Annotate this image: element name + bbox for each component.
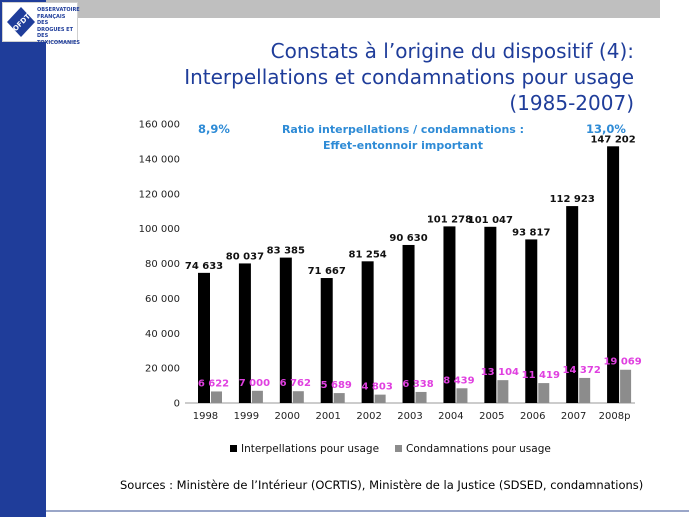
- x-tick-label: 2005: [479, 411, 504, 422]
- bottom-divider: [46, 510, 689, 512]
- y-tick-label: 160 000: [139, 120, 180, 131]
- left-accent-bar: [0, 0, 46, 517]
- x-tick-label: 2006: [520, 411, 545, 422]
- data-label-condamnations: 4 803: [361, 382, 392, 393]
- data-label-condamnations: 6 622: [198, 378, 229, 389]
- x-tick-label: 2008p: [599, 411, 631, 422]
- data-label-interpellations: 90 630: [389, 233, 427, 244]
- data-label-interpellations: 71 667: [308, 266, 346, 277]
- legend-label-interpellations: Interpellations pour usage: [241, 443, 379, 455]
- x-tick-label: 2002: [356, 411, 381, 422]
- title-line-3: (1985-2007): [509, 91, 634, 115]
- bar-interpellations: [484, 226, 497, 403]
- ofdt-logo: OFDT OBSERVATOIRE FRANÇAIS DES DROGUES E…: [2, 2, 80, 46]
- x-tick-label: 1999: [234, 411, 259, 422]
- y-tick-label: 0: [174, 399, 180, 410]
- bar-interpellations: [402, 244, 415, 403]
- bar-interpellations: [238, 263, 251, 403]
- bar-interpellations: [279, 257, 292, 403]
- x-tick-label: 1998: [193, 411, 218, 422]
- data-label-condamnations: 13 104: [481, 367, 519, 378]
- y-tick-label: 100 000: [139, 224, 180, 235]
- y-tick-label: 40 000: [145, 329, 180, 340]
- data-label-interpellations: 81 254: [348, 249, 386, 260]
- sources-note: Sources : Ministère de l’Intérieur (OCRT…: [120, 478, 644, 492]
- y-tick-label: 60 000: [145, 294, 180, 305]
- bar-condamnations: [333, 393, 345, 403]
- data-label-interpellations: 101 278: [427, 214, 472, 225]
- top-accent-bar: [46, 0, 660, 18]
- ofdt-logo-icon: OFDT: [7, 7, 35, 37]
- data-label-condamnations: 8 439: [443, 375, 474, 386]
- data-label-interpellations: 112 923: [550, 194, 595, 205]
- x-tick-label: 2007: [561, 411, 586, 422]
- x-tick-label: 2003: [397, 411, 422, 422]
- bar-condamnations: [579, 377, 591, 403]
- data-label-condamnations: 7 000: [239, 378, 270, 389]
- legend-swatch-condamnations: [395, 445, 402, 452]
- data-label-interpellations: 147 202: [590, 134, 635, 145]
- data-label-condamnations: 19 069: [603, 357, 641, 368]
- bar-interpellations: [443, 226, 456, 403]
- ratio-annotation-line2: Effet-entonnoir important: [323, 139, 483, 152]
- data-label-condamnations: 11 419: [522, 370, 560, 381]
- x-tick-label: 2004: [438, 411, 463, 422]
- page-title: Constats à l’origine du dispositif (4): …: [184, 38, 634, 116]
- data-label-condamnations: 6 762: [280, 378, 311, 389]
- bar-condamnations: [292, 391, 304, 403]
- bar-condamnations: [620, 369, 632, 403]
- bar-condamnations: [456, 388, 468, 403]
- bar-condamnations: [497, 380, 509, 403]
- bar-condamnations: [374, 394, 386, 403]
- ratio-annotation-line1: Ratio interpellations / condamnations :: [282, 123, 524, 136]
- bar-condamnations: [251, 390, 263, 403]
- y-tick-label: 80 000: [145, 259, 180, 270]
- data-label-condamnations: 6 338: [402, 379, 433, 390]
- data-label-interpellations: 101 047: [468, 215, 513, 226]
- ratio-left-annotation: 8,9%: [198, 122, 230, 136]
- bar-interpellations: [361, 261, 374, 403]
- data-label-interpellations: 74 633: [185, 261, 223, 272]
- y-tick-label: 120 000: [139, 189, 180, 200]
- bar-chart: 0 20 000 40 000 60 000 80 000 100 000 120 000 1…: [139, 120, 642, 456]
- bar-interpellations: [198, 272, 210, 403]
- bar-interpellations: [320, 278, 333, 403]
- title-line-1: Constats à l’origine du dispositif (4):: [270, 39, 634, 63]
- logo-text: OBSERVATOIRE FRANÇAIS DES DROGUES ET DES…: [37, 7, 81, 46]
- bar-interpellations: [607, 146, 620, 403]
- y-tick-label: 20 000: [145, 364, 180, 375]
- bar-condamnations: [538, 383, 550, 403]
- title-line-2: Interpellations et condamnations pour us…: [184, 65, 634, 89]
- legend-label-condamnations: Condamnations pour usage: [406, 443, 551, 455]
- x-tick-label: 2000: [275, 411, 300, 422]
- bar-interpellations: [525, 239, 538, 403]
- bar-condamnations: [211, 391, 222, 403]
- x-tick-label: 2001: [315, 411, 340, 422]
- y-tick-label: 140 000: [139, 154, 180, 165]
- ratio-right-annotation: 13,0%: [586, 122, 626, 136]
- bar-condamnations: [415, 391, 427, 403]
- bar-interpellations: [566, 206, 579, 403]
- data-label-interpellations: 80 037: [226, 251, 264, 262]
- legend-swatch-interpellations: [230, 445, 237, 452]
- data-label-interpellations: 93 817: [512, 227, 550, 238]
- data-label-condamnations: 5 689: [321, 380, 352, 391]
- data-label-condamnations: 14 372: [563, 365, 601, 376]
- data-label-interpellations: 83 385: [267, 246, 305, 257]
